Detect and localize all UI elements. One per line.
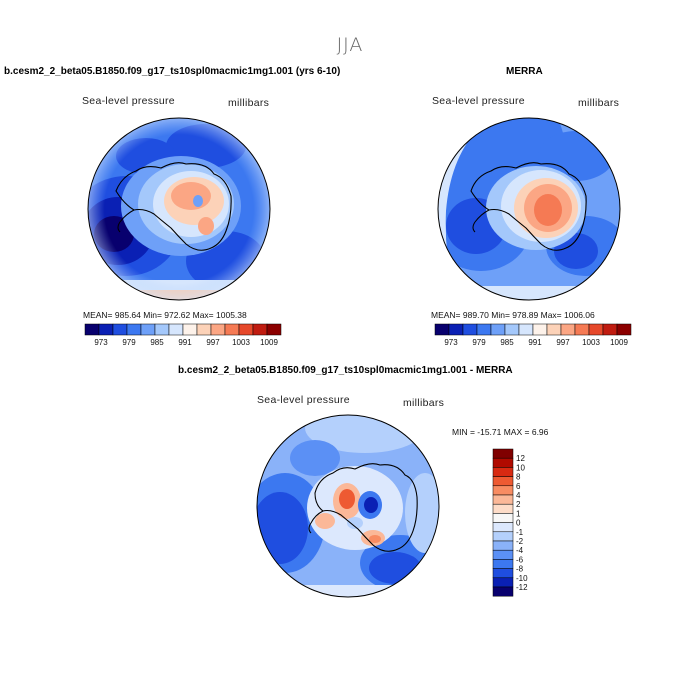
obs-map	[437, 117, 621, 301]
diff-stats: MIN = -15.71 MAX = 6.96	[452, 427, 549, 437]
colorbar-tick-label: 997	[556, 338, 570, 347]
colorbar-swatch	[574, 323, 590, 336]
colorbar-tick-label: 991	[528, 338, 542, 347]
colorbar-swatch	[492, 513, 514, 523]
colorbar-swatch	[224, 323, 240, 336]
colorbar-tick-label: 997	[206, 338, 220, 347]
colorbar-swatch	[210, 323, 226, 336]
diff-units-label: millibars	[403, 397, 445, 409]
colorbar-swatch	[434, 323, 450, 336]
colorbar-swatch	[490, 323, 506, 336]
colorbar-swatch	[492, 457, 514, 468]
colorbar-tick-label: -4	[516, 546, 524, 555]
colorbar-swatch	[492, 577, 514, 588]
colorbar-tick-label: 2	[516, 500, 521, 509]
colorbar-tick-label: 0	[516, 519, 521, 528]
diff-panel-title: b.cesm2_2_beta05.B1850.f09_g17_ts10spl0m…	[178, 365, 513, 376]
colorbar-swatch	[492, 494, 514, 505]
colorbar-swatch	[462, 323, 478, 336]
colorbar-tick-label: 973	[94, 338, 108, 347]
colorbar-tick-label: 6	[516, 482, 521, 491]
colorbar-tick-label: 985	[500, 338, 514, 347]
colorbar-swatch	[448, 323, 464, 336]
colorbar-tick-label: 973	[444, 338, 458, 347]
colorbar-tick-label: 985	[150, 338, 164, 347]
colorbar-swatch	[140, 323, 156, 336]
colorbar-swatch	[602, 323, 618, 336]
colorbar-swatch	[492, 522, 514, 533]
colorbar-swatch	[492, 586, 514, 597]
colorbar-swatch	[112, 323, 128, 336]
model-colorbar: 973979985991997100310091015	[84, 323, 282, 347]
colorbar-tick-label: -12	[516, 583, 528, 592]
colorbar-tick-label: 10	[516, 463, 525, 472]
colorbar-swatch	[492, 476, 514, 487]
colorbar-swatch	[546, 323, 562, 336]
colorbar-tick-label: -8	[516, 565, 524, 574]
diff-variable-label: Sea-level pressure	[257, 394, 350, 406]
model-map	[87, 117, 271, 301]
colorbar-swatch	[196, 323, 212, 336]
colorbar-swatch	[560, 323, 576, 336]
colorbar-tick-label: 1003	[582, 338, 600, 347]
colorbar-tick-label: 1003	[232, 338, 250, 347]
colorbar-swatch	[154, 323, 170, 336]
obs-variable-label: Sea-level pressure	[432, 95, 525, 107]
obs-stats: MEAN= 989.70 Min= 978.89 Max= 1006.06	[431, 310, 595, 320]
colorbar-tick-label: 1	[516, 509, 521, 518]
season-title: JJA	[336, 34, 364, 56]
model-units-label: millibars	[228, 97, 270, 109]
diff-map	[256, 414, 440, 598]
obs-units-label: millibars	[578, 97, 620, 109]
colorbar-swatch	[492, 467, 514, 477]
colorbar-swatch	[168, 323, 184, 336]
colorbar-swatch	[266, 323, 282, 336]
colorbar-swatch	[476, 323, 492, 336]
colorbar-swatch	[518, 323, 534, 336]
colorbar-tick-label: 4	[516, 491, 521, 500]
colorbar-swatch	[238, 323, 254, 336]
model-panel-title: b.cesm2_2_beta05.B1850.f09_g17_ts10spl0m…	[4, 66, 341, 77]
model-variable-label: Sea-level pressure	[82, 95, 175, 107]
colorbar-swatch	[532, 323, 548, 336]
colorbar-swatch	[492, 568, 514, 579]
colorbar-tick-label: -1	[516, 528, 524, 537]
colorbar-tick-label: 979	[472, 338, 486, 347]
colorbar-swatch	[504, 323, 520, 336]
colorbar-tick-label: -2	[516, 537, 524, 546]
colorbar-tick-label: 12	[516, 454, 525, 463]
colorbar-swatch	[616, 323, 632, 336]
model-stats: MEAN= 985.64 Min= 972.62 Max= 1005.38	[83, 310, 247, 320]
colorbar-tick-label: 1009	[260, 338, 278, 347]
obs-panel-title: MERRA	[506, 66, 543, 77]
colorbar-swatch	[492, 549, 514, 560]
colorbar-swatch	[126, 323, 142, 336]
colorbar-swatch	[492, 485, 514, 496]
colorbar-tick-label: 979	[122, 338, 136, 347]
colorbar-tick-label: -10	[516, 574, 528, 583]
colorbar-swatch	[492, 531, 514, 542]
colorbar-swatch	[492, 448, 514, 459]
colorbar-tick-label: 1009	[610, 338, 628, 347]
colorbar-swatch	[492, 559, 514, 569]
colorbar-swatch	[492, 503, 514, 514]
colorbar-swatch	[252, 323, 268, 336]
colorbar-swatch	[182, 323, 198, 336]
colorbar-swatch	[492, 540, 514, 551]
colorbar-swatch	[588, 323, 604, 336]
colorbar-tick-label: 991	[178, 338, 192, 347]
obs-colorbar: 973979985991997100310091015	[434, 323, 632, 347]
colorbar-swatch	[98, 323, 114, 336]
colorbar-swatch	[84, 323, 100, 336]
colorbar-tick-label: -6	[516, 555, 524, 564]
colorbar-tick-label: 8	[516, 473, 521, 482]
